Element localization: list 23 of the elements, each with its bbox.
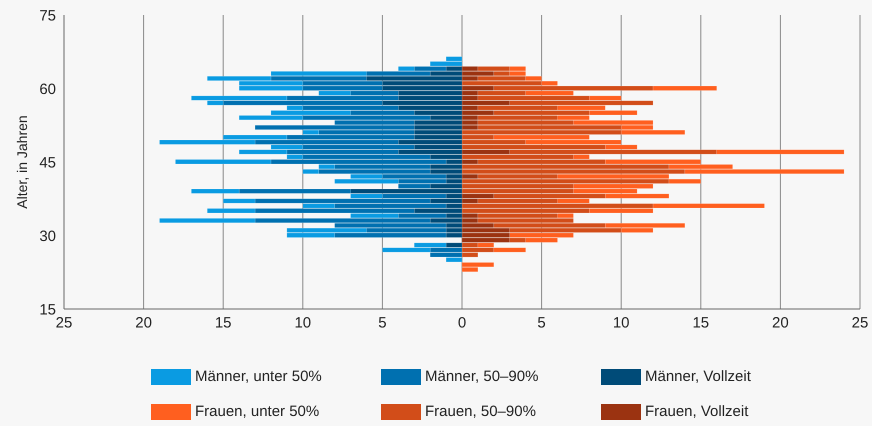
legend-label: Männer, 50–90% (425, 368, 538, 385)
y-tick-label: 60 (39, 80, 56, 98)
x-tick-label: 25 (56, 314, 72, 332)
x-tick-label: 5 (537, 314, 546, 332)
y-tick-label: 45 (39, 154, 56, 172)
x-tick-label: 15 (692, 314, 710, 332)
legend-label: Frauen, unter 50% (195, 403, 320, 420)
y-axis-title: Alter, in Jahren (14, 115, 30, 209)
legend-label: Männer, Vollzeit (645, 368, 751, 385)
x-tick-label: 20 (135, 314, 152, 332)
x-tick-label: 15 (214, 314, 232, 332)
x-tick-label: 20 (772, 314, 789, 332)
y-tick-label: 75 (39, 7, 56, 24)
x-tick-label: 25 (852, 314, 868, 332)
y-tick-label: 30 (39, 228, 56, 245)
legend-label: Frauen, Vollzeit (645, 403, 748, 420)
y-tick-label: 15 (39, 301, 56, 318)
x-tick-label: 5 (378, 314, 387, 332)
legend-label: Frauen, 50–90% (425, 403, 536, 420)
x-tick-label: 10 (294, 314, 312, 332)
x-tick-label: 0 (458, 314, 466, 332)
x-tick-label: 10 (612, 314, 630, 332)
legend-label: Männer, unter 50% (195, 368, 322, 385)
